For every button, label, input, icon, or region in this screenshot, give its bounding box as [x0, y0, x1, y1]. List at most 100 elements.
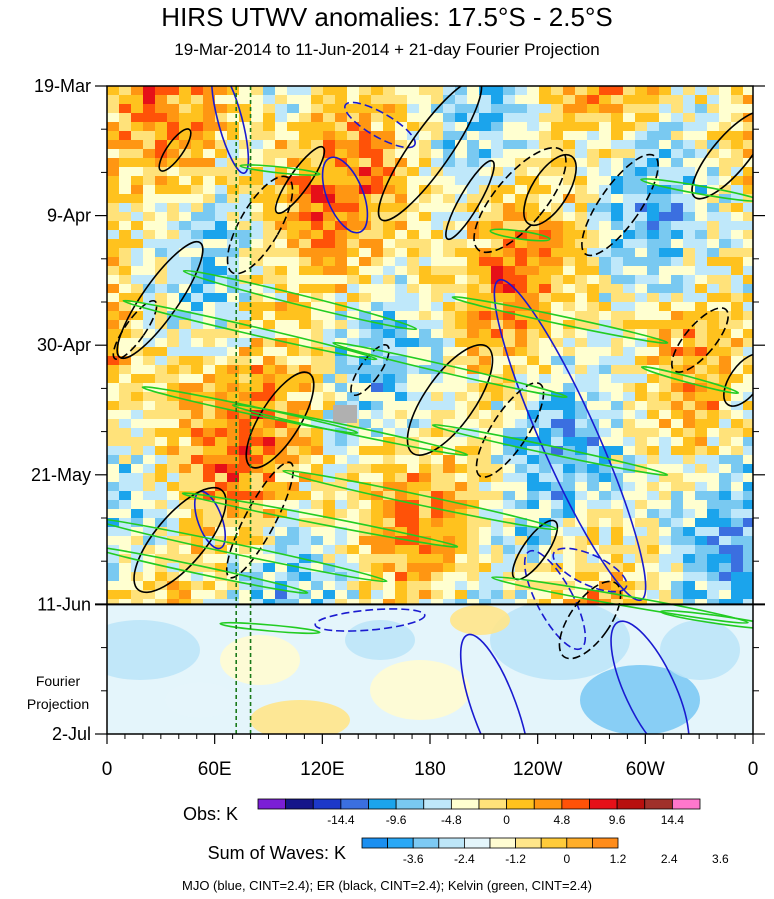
obs-cell — [179, 464, 192, 474]
obs-cell — [383, 392, 396, 402]
obs-cell — [527, 230, 540, 240]
obs-cell — [227, 140, 240, 150]
colorbar-swatch — [423, 798, 452, 810]
obs-cell — [299, 527, 312, 537]
obs-cell — [143, 428, 156, 438]
obs-cell — [599, 527, 612, 537]
obs-cell — [179, 311, 192, 321]
obs-cell — [143, 293, 156, 303]
obs-cell — [455, 230, 468, 240]
obs-cell — [587, 185, 600, 195]
obs-cell — [551, 437, 564, 447]
obs-cell — [215, 599, 228, 604]
obs-cell — [695, 122, 708, 132]
obs-cell — [707, 347, 720, 357]
obs-cell — [539, 428, 552, 438]
obs-cell — [191, 464, 204, 474]
obs-cell — [527, 104, 540, 114]
obs-cell — [611, 86, 624, 96]
obs-cell — [239, 140, 252, 150]
obs-cell — [107, 194, 120, 204]
obs-cell — [551, 338, 564, 348]
obs-cell — [287, 527, 300, 537]
obs-cell — [203, 527, 216, 537]
obs-cell — [239, 221, 252, 231]
obs-cell — [719, 554, 732, 564]
obs-cell — [191, 122, 204, 132]
obs-cell — [215, 194, 228, 204]
obs-cell — [683, 590, 696, 600]
obs-cell — [731, 320, 744, 330]
obs-cell — [611, 311, 624, 321]
obs-cell — [455, 185, 468, 195]
obs-cell — [371, 383, 384, 393]
obs-cell — [659, 221, 672, 231]
er-contour — [226, 175, 294, 275]
obs-cell — [239, 590, 252, 600]
er-contour — [116, 240, 204, 360]
obs-cell — [119, 554, 132, 564]
obs-cell — [239, 392, 252, 402]
obs-cell — [263, 185, 276, 195]
obs-cell — [431, 203, 444, 213]
obs-cell — [215, 581, 228, 591]
chart-subtitle: 19-Mar-2014 to 11-Jun-2014 + 21-day Four… — [174, 40, 600, 59]
obs-cell — [155, 473, 168, 483]
obs-cell — [359, 455, 372, 465]
obs-cell — [659, 203, 672, 213]
obs-cell — [431, 221, 444, 231]
obs-cell — [407, 95, 420, 105]
obs-cell — [275, 518, 288, 528]
obs-cell — [695, 239, 708, 249]
obs-cell — [203, 428, 216, 438]
obs-cell — [419, 293, 432, 303]
obs-cell — [443, 275, 456, 285]
obs-cell — [371, 239, 384, 249]
obs-cell — [347, 482, 360, 492]
obs-cell — [527, 473, 540, 483]
obs-cell — [611, 113, 624, 123]
obs-cell — [215, 212, 228, 222]
obs-cell — [479, 545, 492, 555]
obs-cell — [491, 446, 504, 456]
obs-cell — [215, 500, 228, 510]
obs-cell — [275, 113, 288, 123]
obs-cell — [623, 203, 636, 213]
obs-cell — [191, 437, 204, 447]
obs-cell — [155, 410, 168, 420]
obs-cell — [635, 284, 648, 294]
obs-cell — [467, 410, 480, 420]
obs-cell — [347, 527, 360, 537]
obs-cell — [107, 527, 120, 537]
obs-cell — [635, 266, 648, 276]
obs-cell — [563, 311, 576, 321]
obs-cell — [335, 266, 348, 276]
obs-cell — [707, 131, 720, 141]
obs-cell — [239, 212, 252, 222]
obs-cell — [251, 374, 264, 384]
obs-cell — [443, 536, 456, 546]
obs-cell — [647, 563, 660, 573]
obs-cell — [371, 122, 384, 132]
obs-cell — [443, 347, 456, 357]
obs-cell — [503, 203, 516, 213]
obs-cell — [731, 257, 744, 267]
obs-cell — [239, 311, 252, 321]
obs-cell — [503, 122, 516, 132]
obs-cell — [599, 374, 612, 384]
obs-cell — [395, 275, 408, 285]
obs-cell — [671, 311, 684, 321]
obs-cell — [527, 158, 540, 168]
obs-cell — [695, 482, 708, 492]
obs-cell — [191, 446, 204, 456]
obs-cell — [743, 482, 753, 492]
obs-cell — [191, 356, 204, 366]
obs-cell — [383, 275, 396, 285]
mjo-contour — [321, 156, 369, 234]
obs-cell — [227, 581, 240, 591]
obs-cell — [335, 590, 348, 600]
obs-cell — [275, 500, 288, 510]
obs-cell — [119, 464, 132, 474]
obs-cell — [671, 104, 684, 114]
obs-cell — [347, 581, 360, 591]
